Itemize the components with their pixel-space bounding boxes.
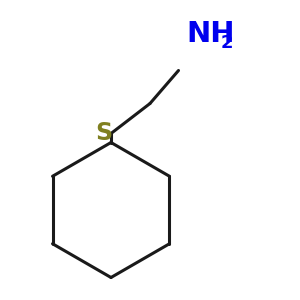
Text: 2: 2 (220, 34, 233, 52)
Text: NH: NH (186, 20, 235, 49)
Text: S: S (95, 122, 112, 146)
